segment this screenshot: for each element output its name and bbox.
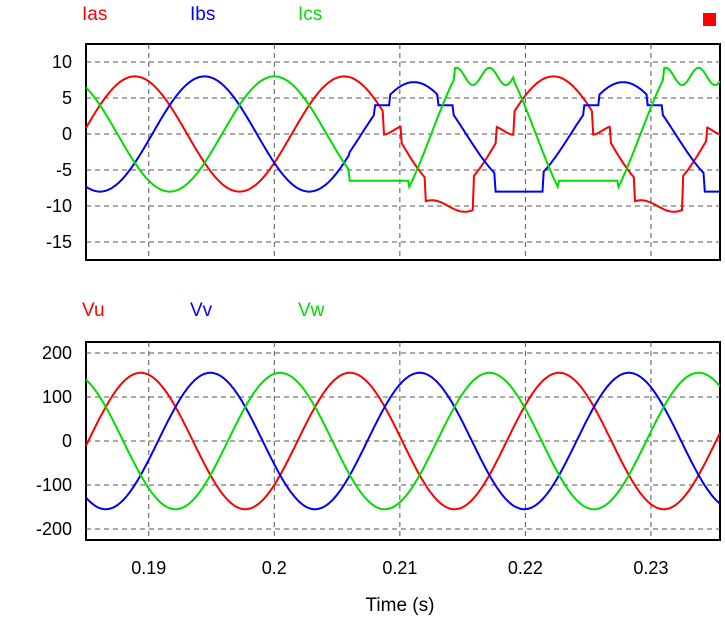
series-line-vw — [85, 371, 721, 511]
series-line-ias — [85, 75, 721, 213]
legend-vw: Vw — [298, 300, 325, 321]
current-plot: 10 5 0 -5 -10 -15 — [46, 43, 721, 261]
legend-vv: Vv — [190, 300, 213, 321]
plot-frame — [85, 43, 721, 261]
x-tick-label: 0.2 — [262, 558, 287, 578]
series-line-ics — [85, 66, 721, 193]
series-line-ibs — [85, 75, 720, 193]
marker-square — [703, 13, 716, 26]
voltage-plot: 200 100 0 -100 -200 0.19 0.2 0.21 0.22 0.23 — [36, 341, 721, 578]
y-tick-label: 0 — [62, 124, 72, 144]
x-tick-label: 0.22 — [508, 558, 543, 578]
y-tick-label: -10 — [46, 196, 72, 216]
legend-ibs: Ibs — [190, 4, 215, 25]
y-tick-label: -5 — [56, 160, 72, 180]
y-tick-label: 10 — [52, 52, 72, 72]
legend-ics: Ics — [298, 4, 322, 25]
x-tick-label: 0.21 — [382, 558, 417, 578]
y-tick-label: -100 — [36, 475, 72, 495]
series-line-vv — [85, 371, 721, 511]
y-tick-label: 5 — [62, 88, 72, 108]
x-axis-label: Time (s) — [366, 595, 435, 616]
series-line-vu — [85, 371, 721, 511]
y-tick-label: 200 — [42, 343, 72, 363]
y-tick-label: 0 — [62, 431, 72, 451]
legend-vu: Vu — [82, 300, 105, 321]
y-tick-label: -15 — [46, 232, 72, 252]
x-tick-label: 0.23 — [633, 558, 668, 578]
x-tick-label: 0.19 — [131, 558, 166, 578]
y-tick-label: -200 — [36, 519, 72, 539]
y-tick-label: 100 — [42, 387, 72, 407]
legend-ias: Ias — [82, 4, 107, 25]
